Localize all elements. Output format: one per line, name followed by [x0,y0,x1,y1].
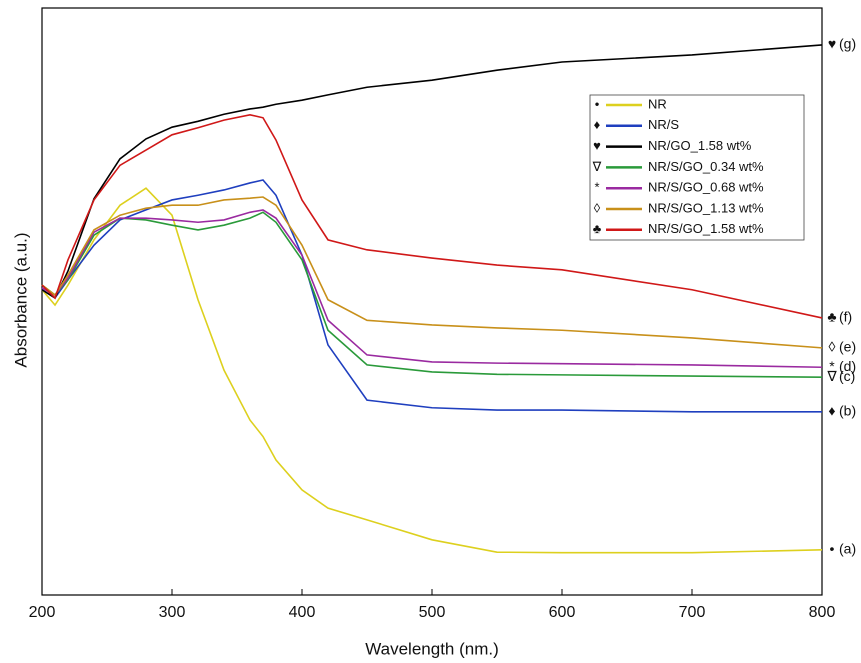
series-line [41,211,823,379]
series-line [41,179,822,413]
legend-symbol: ♣ [593,221,602,236]
end-symbol: ♥ [828,36,836,52]
end-label: (a) [839,541,856,557]
end-label: (e) [839,339,856,355]
legend-symbol: ♦ [594,117,601,132]
legend-label: NR/S/GO_1.13 wt% [648,200,764,215]
x-tick-label: 300 [159,604,186,621]
end-label: (c) [839,368,855,384]
x-tick-label: 200 [29,604,56,621]
legend-symbol: * [594,180,599,195]
series-line [41,187,823,554]
x-tick-label: 500 [419,604,446,621]
end-label: (b) [839,403,856,419]
legend-label: NR/S/GO_0.68 wt% [648,180,764,195]
series-line [41,44,823,300]
series-line [41,114,823,319]
legend-symbol: • [595,96,600,111]
legend-symbol: ♥ [593,138,601,153]
end-symbol: ♦ [828,403,835,419]
end-symbol: • [830,541,835,557]
end-symbol: ◊ [829,339,836,355]
end-label: (g) [839,36,856,52]
y-axis-label: Absorbance (a.u.) [11,232,30,367]
legend-label: NR/S/GO_0.34 wt% [648,159,764,174]
end-label: (f) [839,309,852,325]
legend-label: NR [648,96,667,111]
series-line [41,209,823,369]
legend-label: NR/S/GO_1.58 wt% [648,221,764,236]
x-tick-label: 800 [809,604,836,621]
x-tick-label: 600 [549,604,576,621]
end-symbol: ∇ [826,368,837,384]
end-symbol: ♣ [827,309,836,325]
x-tick-label: 700 [679,604,706,621]
series-line [41,196,823,349]
end-label: (d) [839,358,856,374]
x-axis-label: Wavelength (nm.) [365,639,499,658]
x-tick-label: 400 [289,604,316,621]
end-symbol: * [829,358,835,374]
legend-symbol: ◊ [594,200,601,215]
legend-symbol: ∇ [592,159,602,174]
legend-label: NR/S [648,117,679,132]
legend-label: NR/GO_1.58 wt% [648,138,752,153]
